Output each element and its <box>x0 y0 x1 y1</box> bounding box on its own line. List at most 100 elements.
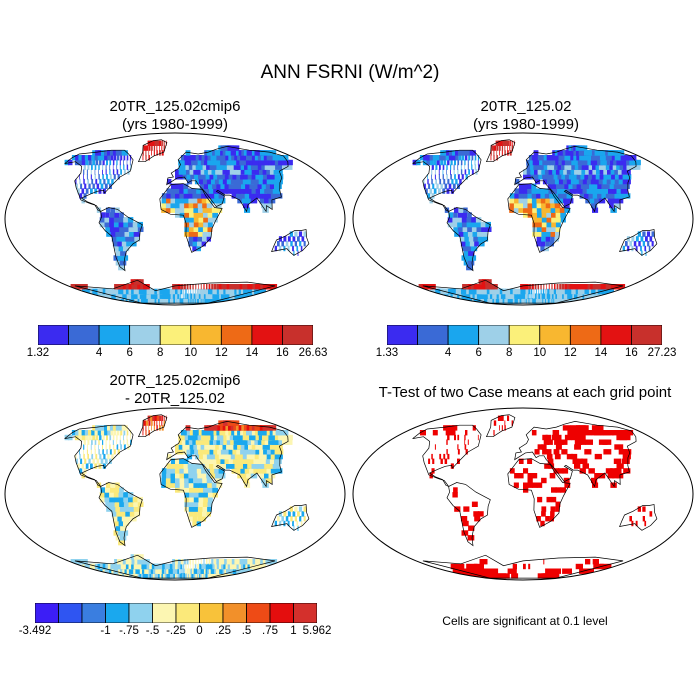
map-cell <box>595 188 602 194</box>
map-cell <box>180 284 184 290</box>
map-cell <box>178 159 183 166</box>
map-cell <box>112 434 115 441</box>
map-cell <box>572 183 579 189</box>
map-cell <box>549 288 552 295</box>
map-cell <box>532 482 538 488</box>
map-cell <box>274 453 283 460</box>
map-cell <box>540 284 542 290</box>
map-cell <box>260 463 268 469</box>
map-cell <box>577 434 586 441</box>
map-cell <box>642 506 646 512</box>
panel-title-line2: (yrs 1980-1999) <box>473 116 579 133</box>
colorbar-box <box>508 325 541 345</box>
map-cell <box>180 563 183 570</box>
map-cell <box>112 150 118 156</box>
map-cell <box>423 155 429 161</box>
map-cell <box>120 169 122 175</box>
map-cell <box>594 178 602 185</box>
map-cell <box>195 284 197 290</box>
map-cell <box>565 188 572 194</box>
coastline-greenland <box>137 414 168 438</box>
map-cell <box>216 458 223 464</box>
map-cell <box>199 288 202 295</box>
map-cell <box>485 221 491 228</box>
map-cell <box>547 183 554 189</box>
map-cell <box>90 463 93 469</box>
map-cell <box>88 155 93 161</box>
map-cell <box>175 449 180 455</box>
map-cell <box>208 298 236 304</box>
map-cell <box>265 202 273 209</box>
map-cell <box>123 444 126 450</box>
map-cell <box>100 430 105 436</box>
map-cell <box>649 236 653 242</box>
map-cell <box>165 482 171 488</box>
map-cell <box>564 183 571 189</box>
map-cell <box>629 516 632 522</box>
map-cell <box>87 453 89 460</box>
map-cell <box>512 563 517 570</box>
colorbar-box <box>128 603 153 623</box>
map-cell <box>151 145 153 151</box>
map-cell <box>521 298 524 304</box>
map-cell <box>81 159 86 166</box>
map-cell <box>438 174 440 180</box>
map-cell <box>87 164 90 170</box>
map-cell <box>188 164 194 170</box>
map-cell <box>444 207 450 213</box>
map-cell <box>544 463 550 469</box>
map-cell <box>216 207 223 213</box>
map-cell <box>507 150 509 156</box>
map-cell <box>164 288 169 295</box>
map-cell <box>548 284 550 290</box>
map-cell <box>81 463 85 469</box>
panel-title-line1: 20TR_125.02 <box>480 98 572 115</box>
map-cell <box>229 284 234 290</box>
map-cell <box>620 188 629 194</box>
map-cell <box>477 159 479 166</box>
map-cell <box>474 241 481 247</box>
map-cell <box>226 444 233 450</box>
map-cell <box>188 241 193 247</box>
map-cell <box>195 439 202 445</box>
map-cell <box>99 159 102 166</box>
map-cell <box>208 183 214 189</box>
map-cell <box>216 284 220 290</box>
map-cell <box>261 183 269 189</box>
map-cell <box>585 559 591 565</box>
map-border <box>352 132 694 306</box>
map-cell <box>179 458 185 464</box>
map-cell <box>77 188 80 194</box>
map-cell <box>106 159 108 166</box>
colorbar-tick-label: .5 <box>241 625 252 637</box>
map-cell <box>104 155 108 161</box>
coastline-africa <box>507 183 571 253</box>
map-cell <box>190 288 192 295</box>
map-cell <box>504 425 506 431</box>
map-cell <box>184 207 190 213</box>
map-cell <box>233 444 241 450</box>
map-cell <box>564 164 572 170</box>
map-cell <box>462 520 469 527</box>
map-cell <box>447 453 450 460</box>
map-cell <box>532 202 538 209</box>
map-cell <box>490 155 492 161</box>
map-cell <box>230 463 237 469</box>
map-cell <box>64 434 70 441</box>
map-cell <box>192 288 194 295</box>
map-cell <box>193 169 199 175</box>
map-cell <box>110 482 116 488</box>
map-cell <box>513 482 519 488</box>
map-cell <box>431 193 435 199</box>
map-cell <box>202 439 209 445</box>
map-cell <box>83 453 85 460</box>
coastline-namerica <box>64 424 134 488</box>
map-cell <box>156 420 158 426</box>
map-cell <box>452 150 458 156</box>
colorbar-tick-label: 5.962 <box>302 625 332 637</box>
map-cell <box>167 178 172 185</box>
map-cell <box>602 178 611 185</box>
map-cell <box>94 430 99 436</box>
map-cell <box>589 183 596 189</box>
map-cell <box>501 150 503 156</box>
